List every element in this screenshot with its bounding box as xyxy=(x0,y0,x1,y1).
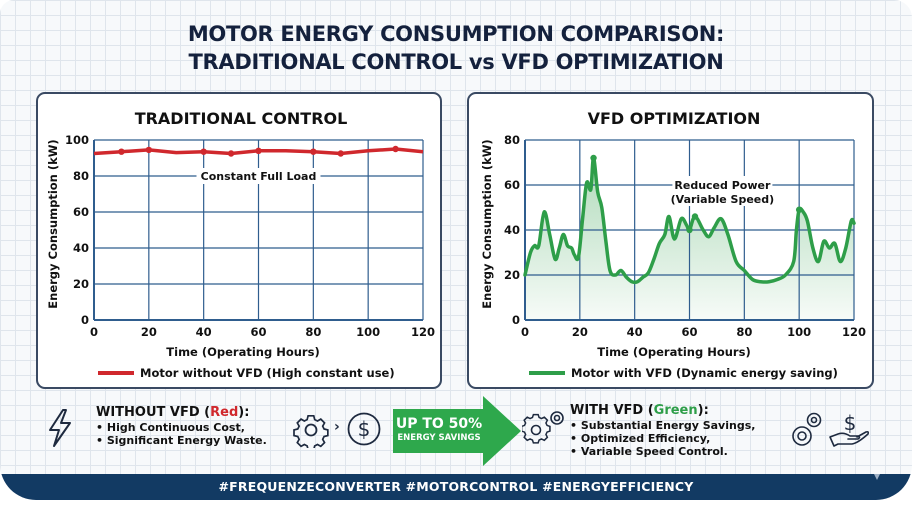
x-tick-label: 80 xyxy=(736,325,752,339)
x-tick-label: 100 xyxy=(787,325,811,339)
series-with-vfd xyxy=(523,154,856,285)
savings-caption: ENERGY SAVINGS xyxy=(397,433,481,443)
annotation-background xyxy=(196,168,321,184)
x-tick-label: 40 xyxy=(196,325,212,339)
data-point xyxy=(145,146,153,154)
with-vfd-summary: WITH VFD (Green): • Substantial Energy S… xyxy=(570,403,755,458)
x-tick-label: 60 xyxy=(250,325,266,339)
energy-savings-arrow xyxy=(393,396,521,466)
hand-dollar-icon: $ xyxy=(829,411,870,447)
gears-icon xyxy=(522,411,564,444)
y-tick-label: 100 xyxy=(65,133,89,147)
data-point xyxy=(691,213,699,220)
y-tick-label: 20 xyxy=(73,277,89,291)
data-point xyxy=(337,150,344,157)
y-tick-label: 80 xyxy=(504,133,520,147)
with-vfd-item: • Variable Speed Control. xyxy=(570,445,728,458)
data-point xyxy=(255,147,262,154)
data-point xyxy=(392,145,399,153)
chart-title: VFD OPTIMIZATION xyxy=(588,109,761,128)
annotation-constant-full-load: Constant Full Load xyxy=(201,170,317,183)
data-point xyxy=(686,226,693,234)
y-axis-label: Energy Consumption (kW) xyxy=(46,139,60,308)
y-axis-label: Energy Consumption (kW) xyxy=(480,139,494,308)
x-ticks: 0 20 40 60 80 100 120 xyxy=(521,325,866,339)
dollar-coin-icon: $ xyxy=(347,412,381,446)
annotation-variable-speed: (Variable Speed) xyxy=(671,193,775,206)
gears-icon xyxy=(792,412,822,446)
with-vfd-item: • Substantial Energy Savings, xyxy=(570,419,756,432)
with-vfd-heading: WITH VFD (Green): xyxy=(570,403,709,418)
x-axis-label: Time (Operating Hours) xyxy=(597,345,750,359)
infographic-canvas: MOTOR ENERGY CONSUMPTION COMPARISON: TRA… xyxy=(0,0,912,500)
without-vfd-item: • High Continuous Cost, xyxy=(96,421,245,434)
y-tick-label: 40 xyxy=(504,223,520,237)
y-ticks: 0 20 40 60 80 100 xyxy=(65,133,89,327)
x-tick-label: 120 xyxy=(842,325,866,339)
grid-lines xyxy=(524,139,855,321)
vfd-optimization-panel: VFD OPTIMIZATION 0 20 40 60 80 0 20 40 60 80 100 1… xyxy=(467,92,874,389)
x-tick-label: 40 xyxy=(627,325,643,339)
data-point xyxy=(200,148,207,155)
svg-text:$: $ xyxy=(844,411,857,435)
data-point xyxy=(118,148,125,155)
main-title-line-1: MOTOR ENERGY CONSUMPTION COMPARISON: xyxy=(187,22,725,46)
x-tick-label: 20 xyxy=(141,325,157,339)
y-tick-label: 0 xyxy=(81,313,89,327)
traditional-chart: TRADITIONAL CONTROL 0 20 40 60 80 100 0 20 40 60… xyxy=(46,109,435,380)
x-tick-label: 80 xyxy=(305,325,321,339)
without-vfd-summary: WITHOUT VFD (Red): • High Continuous Cos… xyxy=(96,405,267,447)
main-title-line-2: TRADITIONAL CONTROL vs VFD OPTIMIZATION xyxy=(188,50,724,74)
y-tick-label: 80 xyxy=(73,169,89,183)
x-tick-label: 100 xyxy=(356,325,380,339)
data-point xyxy=(227,150,235,157)
x-tick-label: 20 xyxy=(572,325,588,339)
x-tick-label: 0 xyxy=(90,325,98,339)
y-tick-label: 60 xyxy=(504,178,520,192)
svg-text:$: $ xyxy=(358,417,371,441)
gear-icon xyxy=(293,414,329,448)
data-point xyxy=(795,206,803,213)
x-axis-label: Time (Operating Hours) xyxy=(166,345,319,359)
with-vfd-item: • Optimized Efficiency, xyxy=(570,432,711,445)
y-tick-label: 20 xyxy=(504,268,520,282)
chart-title: TRADITIONAL CONTROL xyxy=(135,109,348,128)
x-ticks: 0 20 40 60 80 100 120 xyxy=(90,325,435,339)
without-vfd-heading: WITHOUT VFD (Red): xyxy=(96,405,250,420)
x-tick-label: 0 xyxy=(521,325,529,339)
small-triangle-marker xyxy=(874,474,880,480)
data-point xyxy=(590,154,597,162)
y-tick-label: 0 xyxy=(512,313,520,327)
legend-label: Motor with VFD (Dynamic energy saving) xyxy=(571,366,838,380)
traditional-control-panel: TRADITIONAL CONTROL 0 20 40 60 80 100 0 20 40 60… xyxy=(36,92,442,389)
energy-savings-label: UP TO 50% ENERGY SAVINGS xyxy=(393,416,485,444)
y-tick-label: 60 xyxy=(73,205,89,219)
y-ticks: 0 20 40 60 80 xyxy=(504,133,520,327)
legend-label: Motor without VFD (High constant use) xyxy=(140,366,395,380)
vfd-chart: VFD OPTIMIZATION 0 20 40 60 80 0 20 40 60 80 100 1… xyxy=(480,109,866,380)
chevron-right-icon: › xyxy=(334,419,340,435)
data-point xyxy=(310,148,317,155)
grid-lines xyxy=(93,139,424,321)
lightning-icon xyxy=(49,409,71,447)
annotation-reduced-power: Reduced Power xyxy=(674,179,771,192)
annotation-background xyxy=(672,176,773,206)
without-vfd-item: • Significant Energy Waste. xyxy=(96,434,267,447)
hashtag-footer: #FREQUENZECONVERTER #MOTORCONTROL #ENERG… xyxy=(0,474,912,500)
x-tick-label: 60 xyxy=(681,325,697,339)
savings-percent: UP TO 50% xyxy=(395,416,483,432)
y-tick-label: 40 xyxy=(73,241,89,255)
series-without-vfd xyxy=(93,145,424,157)
x-tick-label: 120 xyxy=(411,325,435,339)
